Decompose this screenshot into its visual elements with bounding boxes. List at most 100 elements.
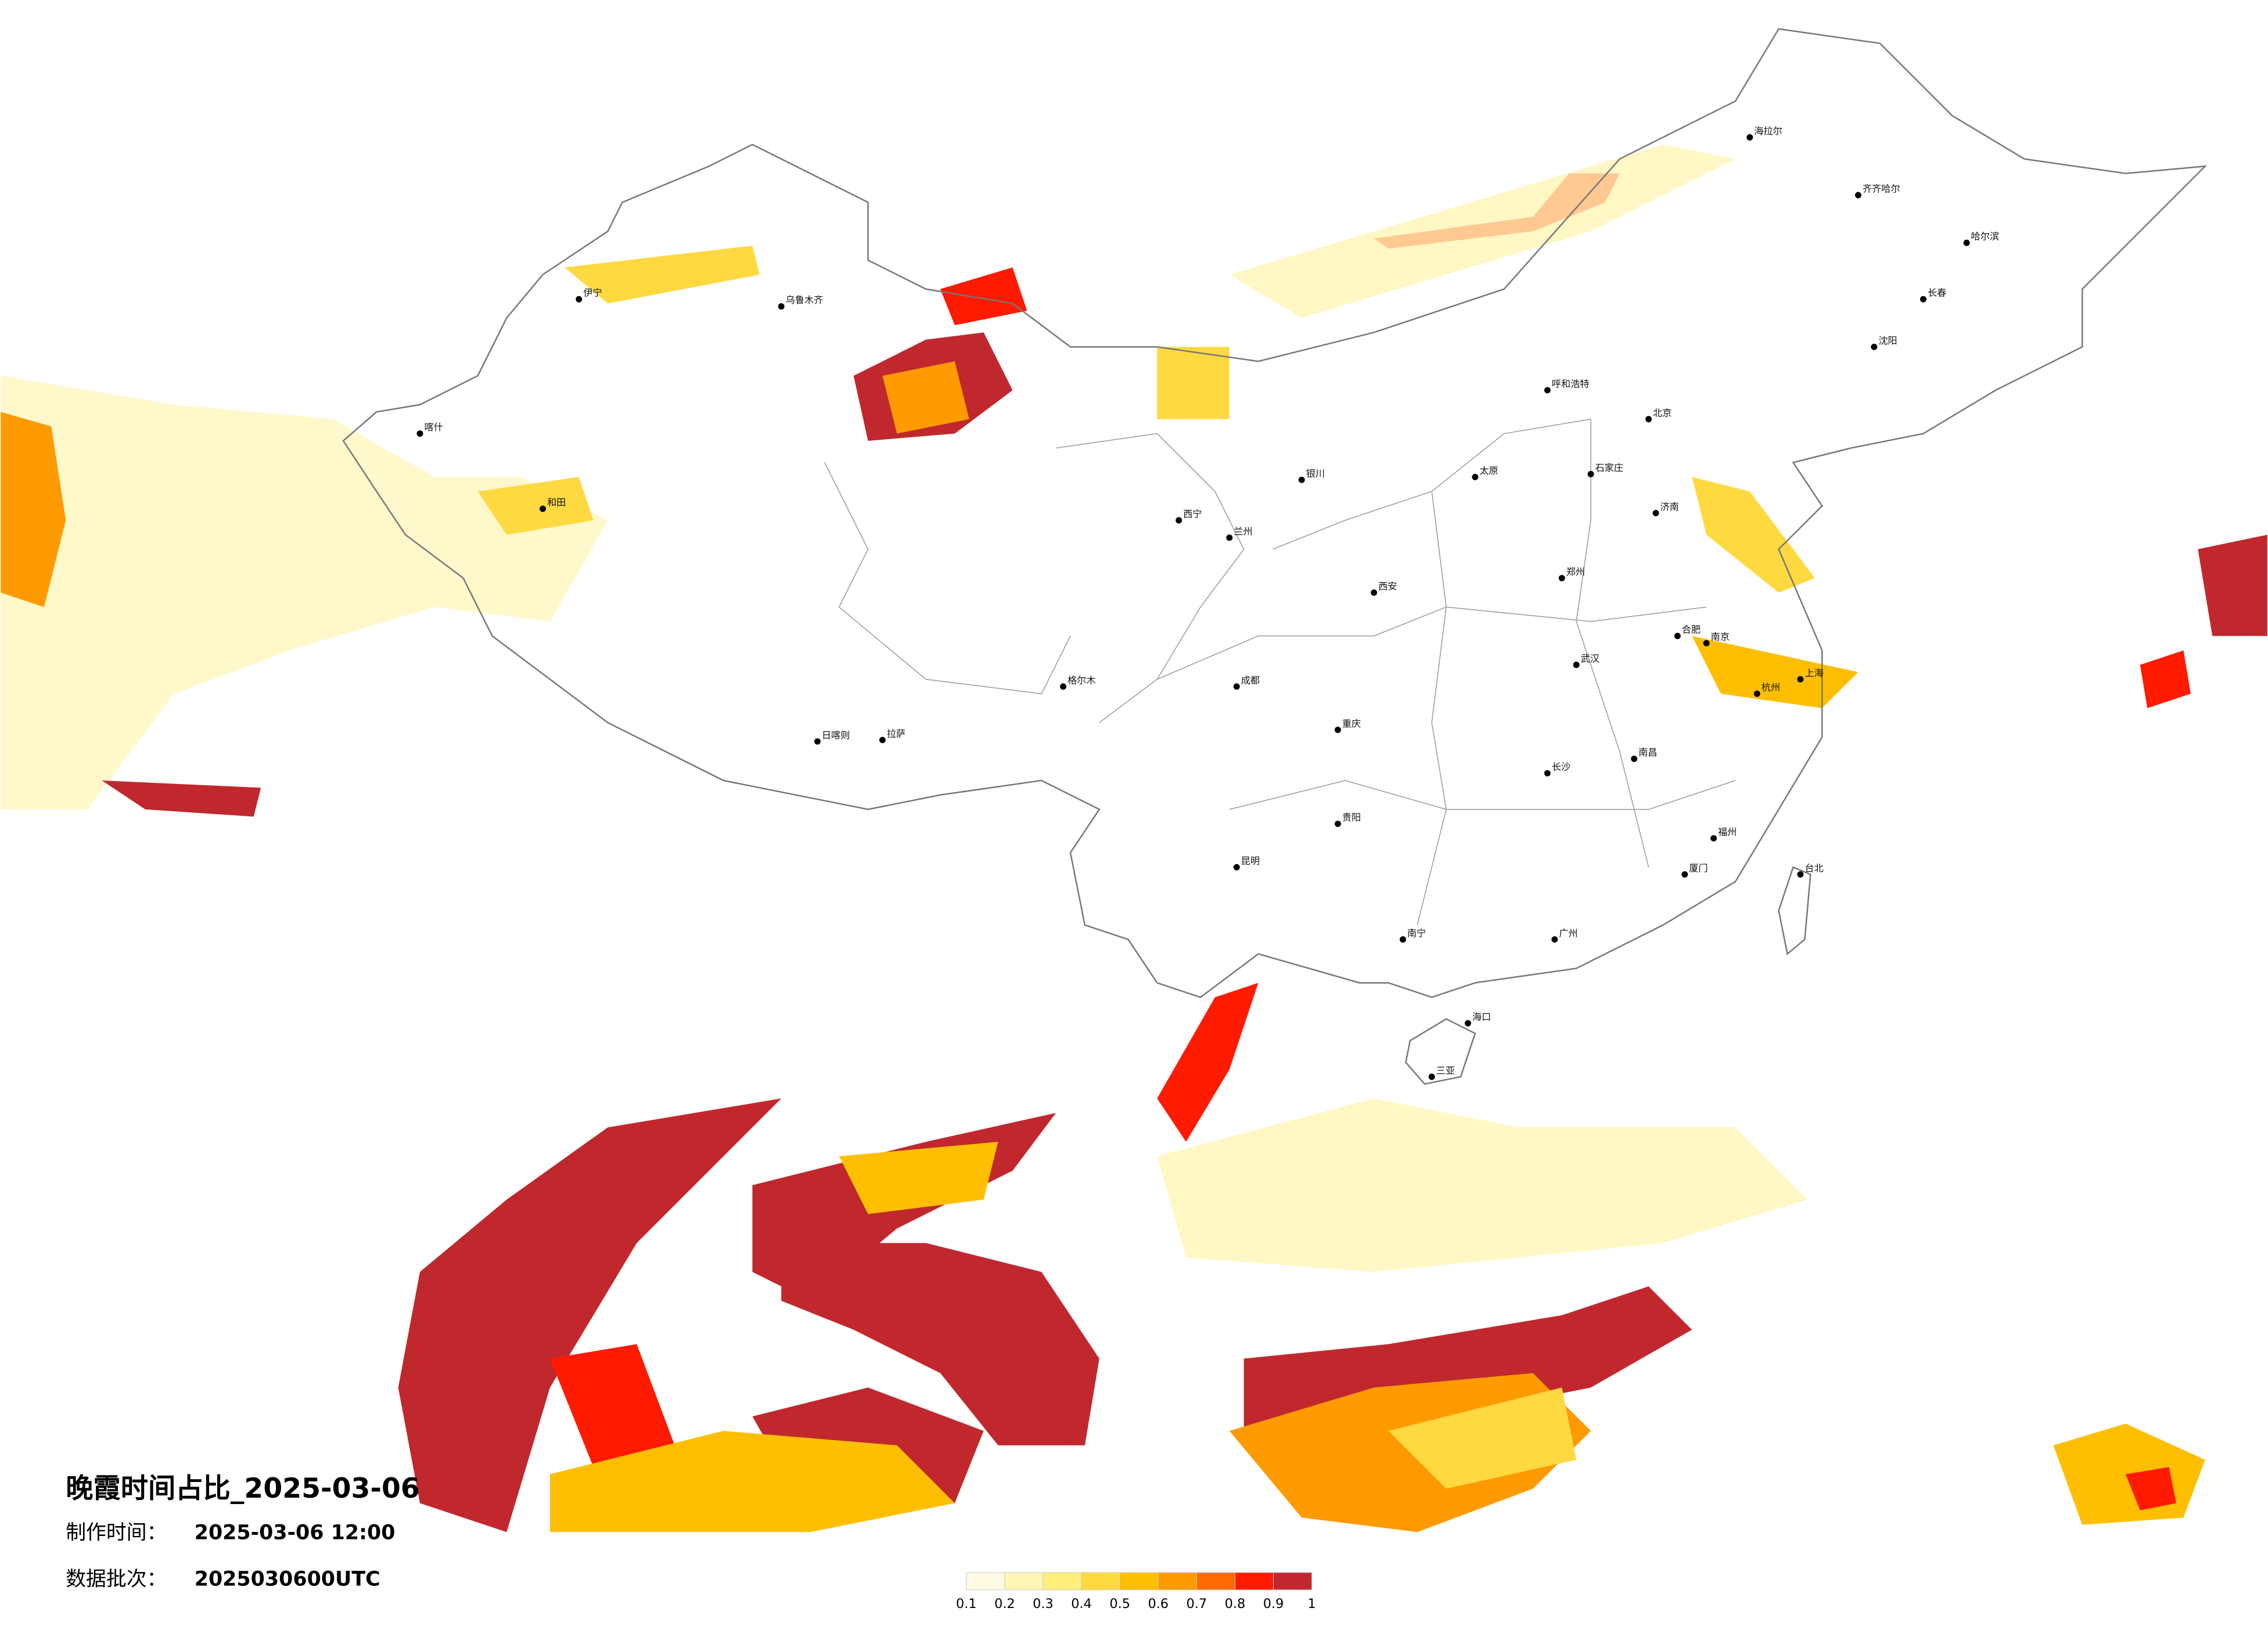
legend-swatch [1004,1572,1044,1591]
city-label: 杭州 [1762,682,1780,693]
city-dot [1060,683,1067,690]
city-label: 伊宁 [583,287,602,298]
legend-swatch [1196,1572,1235,1591]
legend: 0.1 0.2 0.3 0.4 0.5 0.6 0.7 0.8 0.9 1 [956,1572,1316,1611]
city-dot [1674,632,1681,639]
city-label: 厦门 [1689,862,1708,873]
city-label: 银川 [1306,468,1325,479]
legend-swatch [1234,1572,1274,1591]
city-label: 广州 [1559,927,1577,938]
city-dot [1176,517,1182,524]
city-dot [879,736,886,743]
city-label: 西安 [1378,581,1397,592]
city-dot [1544,770,1551,777]
city-dot [1652,510,1659,517]
city-label: 格尔木 [1067,675,1095,686]
city-label: 昆明 [1241,855,1260,866]
city-label: 北京 [1653,407,1672,418]
city-dot [1871,343,1878,350]
legend-tick-label: 0.7 [1187,1596,1207,1611]
city-dot [1746,134,1753,141]
production-label: 制作时间： [66,1521,167,1545]
legend-swatch [1273,1572,1313,1591]
city-dot [540,505,547,512]
city-label: 拉萨 [887,728,905,739]
city-dot [1551,936,1558,943]
city-label: 郑州 [1566,566,1585,577]
province-borders [824,419,1736,926]
city-label: 哈尔滨 [1971,231,1999,242]
city-dot [1371,589,1378,596]
city-label: 沈阳 [1878,335,1897,346]
city-dot [778,303,785,310]
city-label: 太原 [1479,465,1498,476]
city-label: 呼和浩特 [1552,379,1590,390]
city-label: 长春 [1928,287,1946,298]
city-label: 南昌 [1638,747,1657,758]
city-label: 贵阳 [1342,812,1361,823]
city-dot [1233,683,1240,690]
city-dot [1233,864,1240,870]
city-label: 齐齐哈尔 [1863,184,1900,195]
city-dot [1298,476,1305,483]
city-dot [1920,296,1926,303]
legend-tick-label: 1 [1308,1596,1316,1611]
city-dot [1587,470,1594,477]
batch-label: 数据批次： [66,1567,167,1591]
city-dot [1573,661,1580,668]
legend-tick-label: 0.1 [956,1596,977,1611]
city-label: 台北 [1805,862,1823,873]
city-dot [1710,835,1717,842]
city-label: 合肥 [1682,624,1701,635]
city-label: 上海 [1805,667,1823,678]
legend-tick-label: 0.2 [994,1596,1015,1611]
city-dot [1399,936,1406,943]
map-title: 晚霞时间占比_2025-03-06 [66,1473,420,1505]
city-dot [1558,575,1565,582]
legend-tick-label: 0.8 [1225,1596,1246,1611]
city-label: 武汉 [1581,653,1600,664]
city-dot [1631,756,1638,762]
city-dot [1428,1073,1435,1080]
city-dot [576,296,583,303]
legend-swatch [1043,1572,1082,1591]
production-time: 2025-03-06 12:00 [195,1521,396,1545]
city-dot [1703,640,1710,647]
city-dot [814,738,821,745]
city-dot [1681,871,1688,878]
taiwan-outline [1778,866,1811,955]
legend-swatch [966,1572,1005,1591]
city-label: 南京 [1711,631,1730,642]
city-label: 乌鲁木齐 [786,294,824,305]
city-label: 海口 [1472,1012,1491,1023]
city-dot [1544,387,1551,394]
city-dot [1334,726,1341,733]
city-label: 石家庄 [1595,462,1623,473]
city-label: 西宁 [1183,509,1202,520]
city-label: 三亚 [1436,1065,1455,1076]
legend-tick-label: 0.6 [1148,1596,1169,1611]
legend-swatch [1158,1572,1197,1591]
legend-swatch [1119,1572,1159,1591]
city-label: 成都 [1241,675,1260,686]
city-dot [1797,871,1804,878]
city-label: 重庆 [1342,718,1361,729]
city-dot [1645,416,1652,423]
city-dot [1334,821,1341,828]
city-label: 喀什 [424,422,443,433]
city-dot [1464,1020,1471,1027]
city-label: 长沙 [1552,761,1570,772]
city-label: 和田 [547,497,566,508]
city-label: 日喀则 [822,729,850,740]
city-label: 南宁 [1407,927,1426,938]
city-label: 济南 [1660,501,1678,512]
city-dot [1963,239,1970,246]
legend-tick-label: 0.3 [1033,1596,1054,1611]
city-label: 福州 [1718,826,1737,837]
legend-swatch [1081,1572,1120,1591]
city-dot [1226,534,1233,541]
legend-tick-label: 0.5 [1109,1596,1130,1611]
legend-tick-label: 0.9 [1263,1596,1284,1611]
